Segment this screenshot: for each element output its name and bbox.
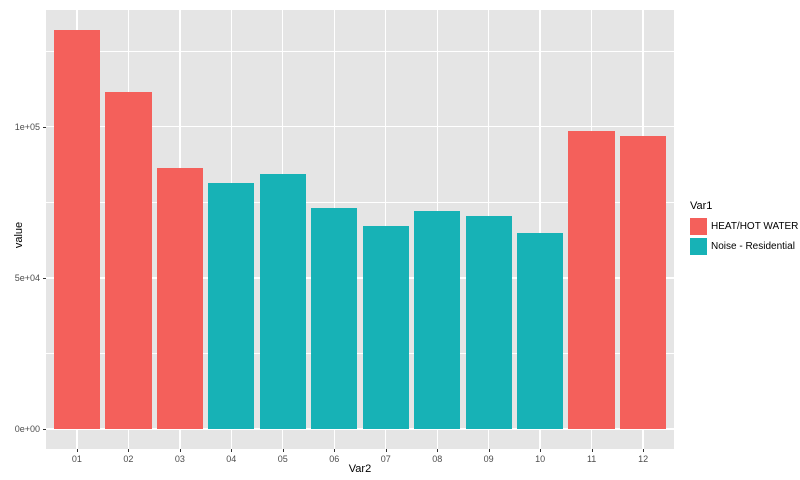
x-tick-label: 11 xyxy=(586,454,597,464)
x-tick-label: 09 xyxy=(483,454,494,464)
x-tick-mark xyxy=(76,449,78,452)
gridline-vertical xyxy=(539,10,541,449)
x-tick-label: 01 xyxy=(71,454,82,464)
x-tick-label: 06 xyxy=(329,454,340,464)
legend-swatch-noise-residential xyxy=(690,238,707,255)
x-tick-mark xyxy=(282,449,284,452)
bar-05 xyxy=(259,173,306,430)
x-tick-mark xyxy=(488,449,490,452)
x-tick-label: 07 xyxy=(380,454,391,464)
x-tick-label: 12 xyxy=(638,454,649,464)
x-tick-mark xyxy=(334,449,336,452)
gridline-major xyxy=(46,277,674,279)
legend-title: Var1 xyxy=(690,200,713,212)
y-tick-mark xyxy=(43,277,46,279)
gridline-major xyxy=(46,126,674,128)
bar-06 xyxy=(311,208,358,430)
y-tick-mark xyxy=(43,126,46,128)
bar-02 xyxy=(105,91,152,430)
x-tick-label: 08 xyxy=(432,454,443,464)
x-tick-mark xyxy=(591,449,593,452)
x-tick-label: 05 xyxy=(277,454,288,464)
x-tick-mark xyxy=(179,449,181,452)
legend-item: Noise - Residential xyxy=(690,238,798,255)
legend-item-label: HEAT/HOT WATER xyxy=(711,221,799,232)
bar-12 xyxy=(619,135,667,430)
x-tick-mark xyxy=(643,449,645,452)
plot-panel xyxy=(46,10,674,449)
x-tick-mark xyxy=(437,449,439,452)
bar-11 xyxy=(568,131,615,430)
gridline-minor xyxy=(46,50,674,52)
x-tick-mark xyxy=(540,449,542,452)
y-axis-title: value xyxy=(13,221,26,249)
x-tick-mark xyxy=(385,449,387,452)
y-tick-label: 0e+00 xyxy=(14,424,40,435)
bar-09 xyxy=(465,215,512,430)
x-tick-mark xyxy=(231,449,233,452)
bar-04 xyxy=(208,182,255,430)
legend-item: HEAT/HOT WATER xyxy=(690,218,798,235)
x-axis-title: Var2 xyxy=(348,463,372,475)
x-tick-label: 03 xyxy=(174,454,185,464)
bar-08 xyxy=(414,211,461,430)
gridline-major xyxy=(46,428,674,430)
y-tick-label: 1e+05 xyxy=(14,121,40,132)
bar-03 xyxy=(156,167,203,430)
y-tick-label: 5e+04 xyxy=(14,272,40,283)
x-tick-label: 02 xyxy=(123,454,134,464)
bar-07 xyxy=(362,226,409,430)
gridline-minor xyxy=(46,353,674,354)
legend-swatch-heat-hot-water xyxy=(690,218,707,235)
y-tick-mark xyxy=(43,429,46,431)
x-tick-mark xyxy=(128,449,130,452)
gridline-minor xyxy=(46,201,674,203)
x-tick-label: 10 xyxy=(535,454,546,464)
legend: Var1 HEAT/HOT WATER Noise - Residential xyxy=(690,200,798,258)
bar-01 xyxy=(53,29,101,430)
legend-item-label: Noise - Residential xyxy=(711,241,795,252)
bar-10 xyxy=(517,232,564,430)
x-tick-label: 04 xyxy=(226,454,237,464)
